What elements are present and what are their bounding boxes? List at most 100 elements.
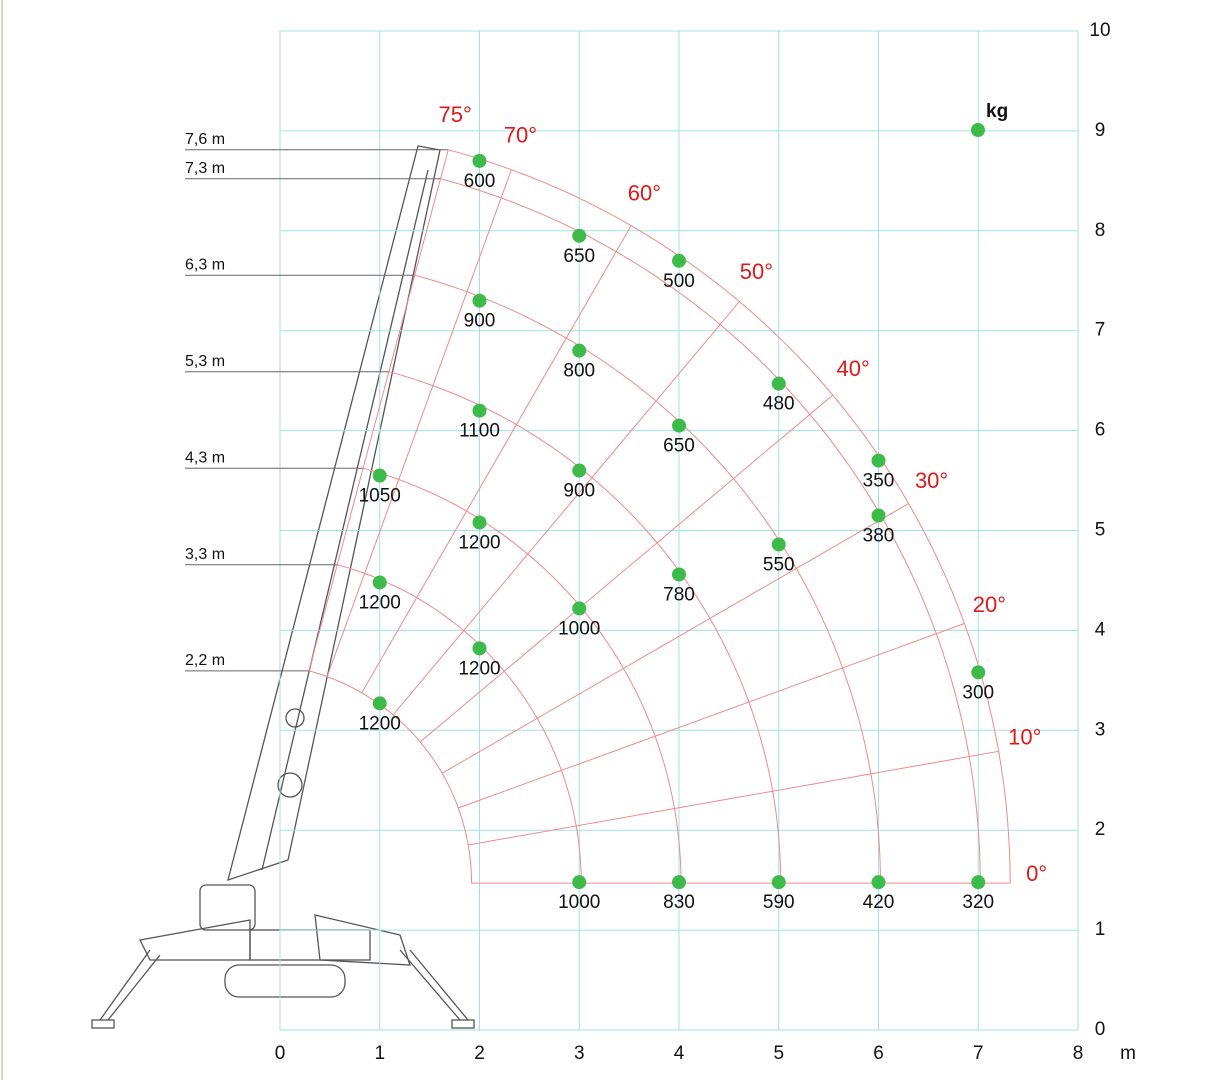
load-label: 1200	[458, 658, 500, 679]
load-point	[372, 696, 387, 711]
load-point	[472, 153, 487, 168]
load-point	[372, 575, 387, 590]
load-label: 320	[962, 892, 994, 913]
load-point	[871, 875, 886, 890]
y-tick-label: 4	[1095, 619, 1106, 640]
boom-length-label: 5,3 m	[185, 353, 225, 370]
legend-label: kg	[986, 101, 1008, 122]
x-tick-label: 2	[474, 1043, 485, 1064]
load-point	[871, 453, 886, 468]
load-point	[572, 463, 587, 478]
load-radius-arc	[308, 670, 472, 884]
boom-length-label: 4,3 m	[185, 449, 225, 466]
load-point	[372, 468, 387, 483]
boom-length-label: 6,3 m	[185, 256, 225, 273]
load-label: 500	[663, 271, 695, 292]
load-label: 600	[464, 171, 496, 192]
boom-length-label: 7,6 m	[185, 131, 225, 148]
load-point	[472, 293, 487, 308]
y-tick-label: 8	[1095, 220, 1106, 241]
load-radius-arc	[388, 371, 782, 884]
angle-ray	[361, 225, 632, 694]
x-tick-label: 1	[374, 1043, 385, 1064]
load-point	[871, 508, 886, 523]
angle-label: 10°	[1008, 725, 1041, 750]
load-label: 900	[464, 311, 496, 332]
angle-label: 75°	[439, 102, 472, 127]
y-tick-label: 2	[1095, 819, 1106, 840]
load-label: 550	[763, 555, 795, 576]
load-label: 780	[663, 584, 695, 605]
load-label: 380	[863, 526, 895, 547]
boom-length-label: 3,3 m	[185, 546, 225, 563]
load-label: 1100	[459, 421, 500, 442]
angle-ray	[326, 169, 512, 677]
load-label: 480	[763, 394, 795, 415]
load-point	[572, 343, 587, 358]
angle-ray	[458, 623, 965, 809]
angle-label: 60°	[628, 180, 661, 205]
load-point	[771, 376, 786, 391]
load-label: 350	[863, 471, 895, 492]
angle-label: 0°	[1026, 861, 1047, 886]
x-tick-label: 3	[574, 1043, 585, 1064]
x-tick-label: 5	[773, 1043, 784, 1064]
load-point	[572, 875, 587, 890]
load-point	[572, 601, 587, 616]
x-tick-label: 7	[973, 1043, 984, 1064]
load-label: 800	[563, 361, 595, 382]
load-label: 650	[563, 246, 595, 267]
boom-length-label: 7,3 m	[185, 160, 225, 177]
load-point	[472, 403, 487, 418]
load-radius-arc	[440, 178, 981, 884]
load-label: 650	[663, 436, 695, 457]
y-tick-label: 3	[1095, 719, 1106, 740]
crane-drawing	[91, 145, 475, 1029]
angle-label: 20°	[973, 592, 1006, 617]
y-tick-label: 0	[1095, 1019, 1106, 1040]
x-tick-label: 8	[1073, 1043, 1084, 1064]
load-point	[971, 665, 986, 680]
y-tick-label: 6	[1095, 420, 1106, 441]
load-point	[771, 875, 786, 890]
legend-marker	[971, 123, 985, 137]
load-point	[672, 253, 686, 268]
load-label: 1200	[359, 713, 401, 734]
load-label: 300	[962, 682, 994, 703]
y-tick-label: 10	[1089, 20, 1110, 41]
angle-label: 40°	[836, 356, 869, 381]
load-label: 830	[663, 892, 695, 913]
x-tick-label: 6	[873, 1043, 884, 1064]
angle-label: 50°	[740, 259, 773, 284]
load-radius-arc	[362, 467, 682, 884]
boom-length-label: 2,2 m	[185, 652, 225, 669]
load-point	[971, 875, 986, 890]
angle-ray	[468, 750, 999, 846]
y-tick-label: 5	[1095, 520, 1106, 541]
y-tick-label: 7	[1095, 320, 1106, 341]
load-point	[672, 875, 686, 890]
load-point	[572, 228, 587, 243]
angle-label: 70°	[504, 123, 537, 148]
load-point	[472, 641, 487, 656]
load-label: 1000	[558, 892, 600, 913]
x-tick-label: 4	[674, 1043, 685, 1064]
load-radius-arc	[448, 149, 1011, 884]
load-label: 900	[563, 481, 595, 502]
load-label: 1200	[359, 592, 401, 613]
load-label: 1200	[458, 533, 500, 554]
angle-ray	[441, 503, 909, 774]
load-point	[472, 515, 487, 530]
angle-label: 30°	[915, 468, 948, 493]
load-label: 1050	[359, 486, 401, 507]
y-tick-label: 1	[1095, 919, 1106, 940]
x-axis-label: m	[1120, 1043, 1136, 1064]
load-label: 1000	[558, 618, 600, 639]
load-point	[672, 567, 686, 582]
load-radius-arc	[414, 274, 881, 884]
angle-ray	[308, 149, 449, 671]
angle-ray	[419, 394, 834, 743]
angle-ray	[392, 301, 740, 716]
load-label: 420	[863, 892, 895, 913]
